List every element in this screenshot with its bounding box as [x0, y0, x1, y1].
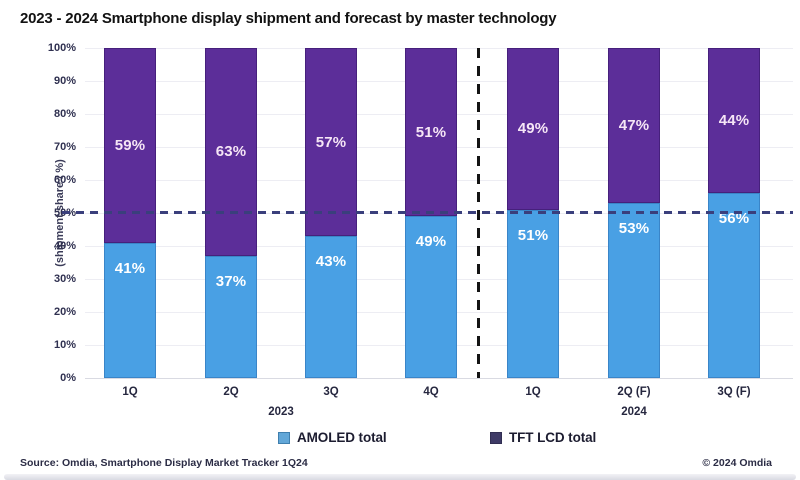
legend: AMOLED total TFT LCD total	[0, 430, 800, 450]
tft-lcd-value-label: 57%	[315, 133, 347, 151]
amoled-segment: 37%	[205, 255, 257, 378]
y-tick-label: 70%	[53, 141, 76, 153]
amoled-segment: 41%	[104, 242, 156, 378]
year-separator-line	[477, 48, 480, 378]
x-tick-label: 3Q (F)	[717, 386, 751, 398]
y-tick-label: 10%	[53, 339, 76, 351]
y-tick-label: 20%	[53, 306, 76, 318]
amoled-segment: 51%	[507, 209, 559, 378]
tft-lcd-value-label: 47%	[618, 117, 650, 135]
y-tick-label: 40%	[53, 240, 76, 252]
legend-swatch-icon	[490, 431, 502, 444]
x-tick-label: 1Q	[525, 386, 541, 398]
y-tick-label: 30%	[53, 273, 76, 285]
legend-swatch-icon	[278, 431, 290, 444]
x-tick-label: 3Q	[323, 386, 339, 398]
stacked-bar-2qf: 47% 53%	[608, 48, 660, 378]
tft-lcd-value-label: 44%	[718, 112, 750, 130]
tft-lcd-value-label: 49%	[517, 120, 549, 138]
stacked-bar-1q: 59% 41%	[104, 48, 156, 378]
amoled-value-label: 41%	[114, 259, 146, 277]
stacked-bar-4q: 51% 49%	[405, 48, 457, 378]
tft-lcd-segment: 63%	[205, 48, 257, 256]
amoled-segment: 53%	[608, 203, 660, 378]
amoled-value-label: 49%	[415, 233, 447, 251]
y-tick-label: 100%	[47, 42, 76, 54]
y-tick-label: 60%	[53, 174, 76, 186]
x-tick-label: 2Q	[223, 386, 239, 398]
y-tick-label: 0%	[60, 372, 76, 384]
x-tick-label: 2Q (F)	[617, 386, 651, 398]
tft-lcd-segment: 47%	[608, 48, 660, 204]
amoled-segment: 43%	[305, 236, 357, 378]
amoled-value-label: 51%	[517, 226, 549, 244]
y-tick-label: 80%	[53, 108, 76, 120]
amoled-segment: 49%	[405, 216, 457, 378]
chart-title: 2023 - 2024 Smartphone display shipment …	[20, 10, 557, 27]
plot-area: 59% 41% 1Q 63% 37% 2Q 57% 43% 3Q 51% 49% 4Q 49% 51% 1Q…	[62, 48, 793, 418]
amoled-value-label: 53%	[618, 220, 650, 238]
legend-label: AMOLED total	[297, 430, 387, 445]
x-tick-label: 4Q	[423, 386, 439, 398]
tft-lcd-segment: 49%	[507, 48, 559, 210]
stacked-bar-2q: 63% 37%	[205, 48, 257, 378]
x-tick-label: 1Q	[122, 386, 138, 398]
tft-lcd-segment: 57%	[305, 48, 357, 237]
amoled-value-label: 56%	[718, 210, 750, 228]
year-group-label-2023: 2023	[268, 406, 294, 418]
y-axis: 100%90%80%70%60%50%40%30%20%10%0%	[0, 42, 76, 384]
legend-label: TFT LCD total	[509, 430, 597, 445]
tft-lcd-segment: 59%	[104, 48, 156, 243]
stacked-bar-3qf: 44% 56%	[708, 48, 760, 378]
tft-lcd-value-label: 51%	[415, 123, 447, 141]
tft-lcd-value-label: 63%	[215, 143, 247, 161]
legend-item-tft-lcd-total: TFT LCD total	[490, 430, 596, 445]
amoled-value-label: 37%	[215, 272, 247, 290]
y-tick-label: 90%	[53, 75, 76, 87]
stacked-bar-1q: 49% 51%	[507, 48, 559, 378]
stacked-bar-3q: 57% 43%	[305, 48, 357, 378]
year-group-label-2024: 2024	[621, 406, 647, 418]
tft-lcd-value-label: 59%	[114, 136, 146, 154]
source-note: Source: Omdia, Smartphone Display Market…	[20, 457, 308, 469]
copyright-note: © 2024 Omdia	[702, 457, 772, 469]
fifty-percent-reference-line	[62, 211, 793, 214]
amoled-segment: 56%	[708, 193, 760, 378]
amoled-value-label: 43%	[315, 253, 347, 271]
bottom-edge-shadow	[4, 474, 796, 480]
tft-lcd-segment: 44%	[708, 48, 760, 194]
legend-item-amoled-total: AMOLED total	[278, 430, 387, 445]
gridline	[85, 378, 793, 379]
tft-lcd-segment: 51%	[405, 48, 457, 217]
